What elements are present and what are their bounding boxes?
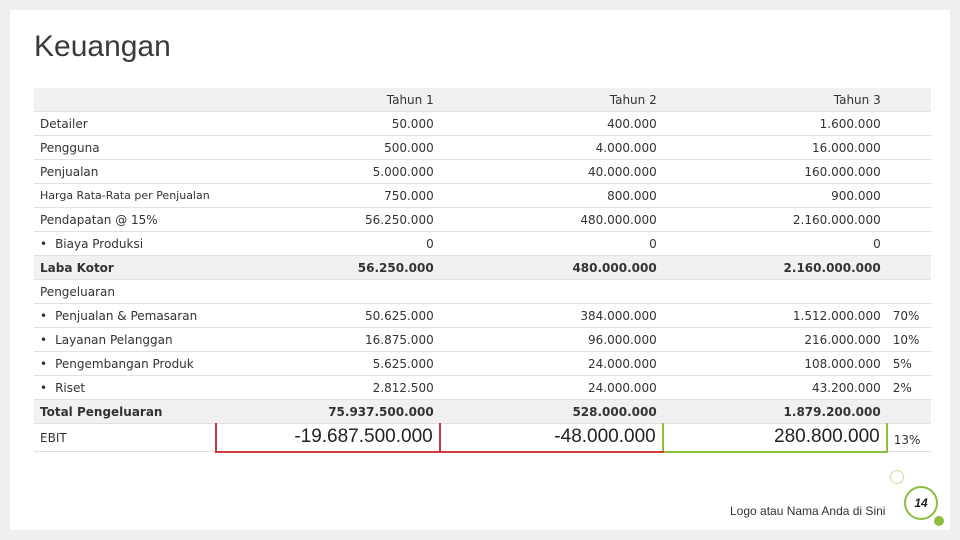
- row-label: Pendapatan @ 15%: [34, 207, 216, 232]
- financial-table: Tahun 1 Tahun 2 Tahun 3 Detailer 50.000 …: [34, 88, 931, 453]
- row-label: Penjualan: [34, 159, 216, 184]
- slide: Keuangan Tahun 1 Tahun 2 Tahun 3 Detaile…: [10, 10, 950, 530]
- value-percent: 13%: [886, 423, 931, 452]
- value-year-2: 96.000.000: [439, 327, 663, 352]
- value-year-3: 1.879.200.000: [662, 399, 887, 424]
- ebit-year-1: -19.687.500.000: [214, 423, 440, 453]
- table-row-ebit: EBIT -19.687.500.000 -48.000.000 280.800…: [34, 423, 931, 453]
- value-year-3: [662, 279, 887, 304]
- ebit-year-2: -48.000.000: [438, 423, 663, 453]
- value-percent: [886, 159, 931, 184]
- value-percent: 10%: [886, 327, 931, 352]
- table-row: Pengguna 500.000 4.000.000 16.000.000: [34, 135, 931, 160]
- table-row: Penjualan & Pemasaran 50.625.000 384.000…: [34, 303, 931, 328]
- value-percent: 5%: [886, 351, 931, 376]
- value-year-2: 480.000.000: [439, 255, 663, 280]
- value-year-2: 480.000.000: [439, 207, 663, 232]
- value-percent: [886, 231, 931, 256]
- value-year-2: 0: [439, 231, 663, 256]
- value-year-1: 5.000.000: [215, 159, 440, 184]
- header-cell-percent: [886, 88, 931, 112]
- value-year-3: 108.000.000: [662, 351, 887, 376]
- header-cell-year-1: Tahun 1: [215, 88, 440, 112]
- row-label: Pengguna: [34, 135, 216, 160]
- row-label: Layanan Pelanggan: [34, 327, 216, 352]
- row-label: Biaya Produksi: [34, 231, 216, 256]
- value-year-1: 75.937.500.000: [215, 399, 440, 424]
- table-row: Detailer 50.000 400.000 1.600.000: [34, 111, 931, 136]
- value-year-3: 160.000.000: [662, 159, 887, 184]
- row-label: Laba Kotor: [34, 255, 216, 280]
- value-year-2: 800.000: [439, 183, 663, 208]
- value-year-1: 2.812.500: [215, 375, 440, 400]
- table-row: Pengembangan Produk 5.625.000 24.000.000…: [34, 351, 931, 376]
- table-row: Biaya Produksi 0 0 0: [34, 231, 931, 256]
- table-row: Penjualan 5.000.000 40.000.000 160.000.0…: [34, 159, 931, 184]
- value-percent: 70%: [886, 303, 931, 328]
- table-row: Riset 2.812.500 24.000.000 43.200.000 2%: [34, 375, 931, 400]
- table-row-section: Pengeluaran: [34, 279, 931, 304]
- value-year-1: 500.000: [215, 135, 440, 160]
- footer-logo-text: Logo atau Nama Anda di Sini: [730, 504, 886, 518]
- value-year-2: [439, 279, 663, 304]
- page-number-badge: 14: [904, 486, 938, 520]
- header-cell-year-3: Tahun 3: [662, 88, 887, 112]
- value-year-2: 4.000.000: [439, 135, 663, 160]
- row-label: Riset: [34, 375, 216, 400]
- value-year-3: 1.512.000.000: [662, 303, 887, 328]
- header-cell-year-2: Tahun 2: [439, 88, 663, 112]
- value-year-2: 528.000.000: [439, 399, 663, 424]
- value-year-3: 216.000.000: [662, 327, 887, 352]
- value-percent: [886, 399, 931, 424]
- row-label: Pengembangan Produk: [34, 351, 216, 376]
- value-year-3: 16.000.000: [662, 135, 887, 160]
- value-year-1: 0: [215, 231, 440, 256]
- table-header-row: Tahun 1 Tahun 2 Tahun 3: [34, 88, 931, 112]
- value-percent: [886, 255, 931, 280]
- value-percent: 2%: [886, 375, 931, 400]
- value-year-1: 50.625.000: [215, 303, 440, 328]
- page-title: Keuangan: [34, 30, 171, 63]
- row-label: Pengeluaran: [34, 279, 216, 304]
- value-year-3: 0: [662, 231, 887, 256]
- value-year-1: [215, 279, 440, 304]
- value-percent: [886, 207, 931, 232]
- value-year-1: 56.250.000: [215, 255, 440, 280]
- value-percent: [886, 111, 931, 136]
- row-label: Harga Rata-Rata per Penjualan: [34, 183, 216, 208]
- value-year-1: 5.625.000: [215, 351, 440, 376]
- value-percent: [886, 135, 931, 160]
- value-year-3: 2.160.000.000: [662, 207, 887, 232]
- row-label: EBIT: [34, 423, 216, 452]
- value-year-2: 24.000.000: [439, 375, 663, 400]
- value-year-2: 24.000.000: [439, 351, 663, 376]
- value-year-3: 43.200.000: [662, 375, 887, 400]
- row-label: Detailer: [34, 111, 216, 136]
- value-year-1: 16.875.000: [215, 327, 440, 352]
- value-percent: [886, 279, 931, 304]
- value-year-2: 40.000.000: [439, 159, 663, 184]
- table-row: Layanan Pelanggan 16.875.000 96.000.000 …: [34, 327, 931, 352]
- header-cell-label: [34, 88, 216, 112]
- row-label: Total Pengeluaran: [34, 399, 216, 424]
- table-row-total: Total Pengeluaran 75.937.500.000 528.000…: [34, 399, 931, 424]
- value-year-1: 750.000: [215, 183, 440, 208]
- row-label: Penjualan & Pemasaran: [34, 303, 216, 328]
- table-row: Pendapatan @ 15% 56.250.000 480.000.000 …: [34, 207, 931, 232]
- value-year-2: 384.000.000: [439, 303, 663, 328]
- value-year-2: 400.000: [439, 111, 663, 136]
- value-year-1: 56.250.000: [215, 207, 440, 232]
- decorative-circle-icon: [890, 470, 904, 484]
- ebit-year-3: 280.800.000: [661, 423, 888, 453]
- table-row: Harga Rata-Rata per Penjualan 750.000 80…: [34, 183, 931, 208]
- table-row-subtotal: Laba Kotor 56.250.000 480.000.000 2.160.…: [34, 255, 931, 280]
- value-percent: [886, 183, 931, 208]
- value-year-3: 900.000: [662, 183, 887, 208]
- value-year-3: 2.160.000.000: [662, 255, 887, 280]
- value-year-1: 50.000: [215, 111, 440, 136]
- decorative-dot-icon: [934, 516, 944, 526]
- value-year-3: 1.600.000: [662, 111, 887, 136]
